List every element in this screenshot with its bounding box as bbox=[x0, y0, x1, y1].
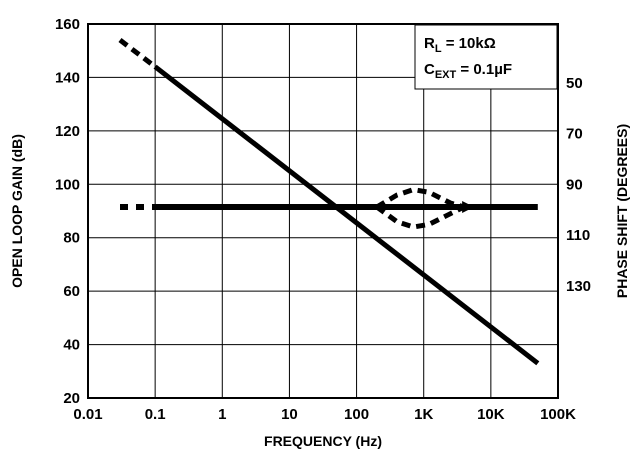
y-tick-label: 160 bbox=[55, 16, 80, 33]
y2-tick-label: 110 bbox=[566, 227, 590, 244]
x-axis-label: FREQUENCY (Hz) bbox=[264, 433, 382, 449]
x-tick-label: 1 bbox=[218, 406, 226, 423]
x-tick-label: 1K bbox=[414, 406, 433, 423]
x-tick-labels: 0.01 0.1 1 10 100 1K 10K 100K bbox=[73, 406, 576, 423]
y-tick-label: 80 bbox=[63, 230, 80, 247]
plot-frame bbox=[87, 23, 559, 399]
y2-tick-label: 130 bbox=[566, 278, 591, 295]
x-tick-label: 10K bbox=[477, 406, 505, 423]
y2-axis-label: PHASE SHIFT (DEGREES) bbox=[614, 124, 630, 298]
x-tick-label: 0.01 bbox=[73, 406, 102, 423]
y-tick-label: 20 bbox=[63, 390, 80, 407]
gain-dashed-line bbox=[118, 38, 157, 69]
y2-tick-label: 50 bbox=[566, 75, 583, 92]
y2-tick-label: 70 bbox=[566, 126, 583, 143]
annotations: RL = 10kΩ CEXT = 0.1µF bbox=[424, 35, 512, 81]
y-tick-label: 60 bbox=[63, 283, 80, 300]
annotation-text: RL = 10kΩ bbox=[424, 35, 496, 55]
annotation-box bbox=[414, 24, 558, 90]
phase-dashed-dip bbox=[375, 204, 466, 230]
x-tick-label: 10 bbox=[281, 406, 298, 423]
y2-tick-label: 90 bbox=[566, 176, 583, 193]
data-lines bbox=[118, 38, 540, 366]
y-tick-labels: 20 40 60 80 100 120 140 160 bbox=[55, 16, 80, 407]
y-axis-label: OPEN LOOP GAIN (dB) bbox=[9, 134, 25, 288]
y-tick-label: 120 bbox=[55, 123, 80, 140]
y-tick-label: 40 bbox=[63, 337, 80, 354]
phase-arrowhead bbox=[462, 200, 475, 213]
phase-dashed-bump bbox=[375, 187, 465, 210]
gain-line bbox=[153, 64, 540, 366]
x-tick-label: 100 bbox=[344, 406, 369, 423]
x-tick-label: 0.1 bbox=[145, 406, 166, 423]
x-tick-label: 100K bbox=[540, 406, 576, 423]
y-tick-label: 100 bbox=[55, 176, 80, 193]
annotation-text: CEXT = 0.1µF bbox=[424, 61, 512, 81]
y-tick-label: 140 bbox=[55, 69, 80, 86]
y2-tick-labels: 50 70 90 110 130 bbox=[566, 75, 591, 295]
